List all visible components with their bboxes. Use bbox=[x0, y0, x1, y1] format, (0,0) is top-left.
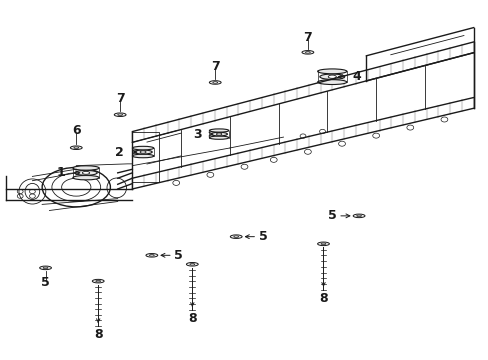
Ellipse shape bbox=[82, 171, 89, 174]
Ellipse shape bbox=[73, 175, 99, 180]
Text: 7: 7 bbox=[210, 60, 219, 73]
Circle shape bbox=[319, 129, 325, 134]
Text: 2: 2 bbox=[115, 145, 124, 158]
Ellipse shape bbox=[352, 214, 364, 218]
Text: 5: 5 bbox=[41, 276, 50, 289]
Ellipse shape bbox=[186, 262, 198, 266]
Ellipse shape bbox=[145, 253, 158, 257]
Bar bbox=[132, 132, 159, 182]
Ellipse shape bbox=[319, 74, 344, 80]
Text: 7: 7 bbox=[303, 31, 312, 44]
Circle shape bbox=[206, 172, 213, 177]
Ellipse shape bbox=[74, 147, 79, 149]
Ellipse shape bbox=[210, 132, 227, 136]
Circle shape bbox=[338, 141, 345, 146]
Ellipse shape bbox=[73, 166, 99, 170]
Circle shape bbox=[406, 125, 413, 130]
Ellipse shape bbox=[189, 264, 194, 265]
Text: 8: 8 bbox=[94, 328, 102, 341]
Text: 3: 3 bbox=[193, 127, 202, 141]
Ellipse shape bbox=[70, 146, 82, 149]
Ellipse shape bbox=[92, 279, 104, 283]
Ellipse shape bbox=[40, 266, 51, 270]
Circle shape bbox=[304, 149, 311, 154]
Ellipse shape bbox=[149, 255, 154, 256]
Ellipse shape bbox=[327, 75, 336, 78]
Ellipse shape bbox=[321, 243, 325, 245]
Text: 6: 6 bbox=[72, 124, 81, 137]
Ellipse shape bbox=[212, 82, 217, 83]
Circle shape bbox=[29, 189, 35, 194]
Ellipse shape bbox=[75, 170, 97, 175]
Ellipse shape bbox=[216, 133, 222, 135]
Ellipse shape bbox=[96, 280, 101, 282]
Circle shape bbox=[372, 133, 379, 138]
Ellipse shape bbox=[132, 146, 154, 150]
Ellipse shape bbox=[305, 51, 310, 53]
Ellipse shape bbox=[132, 154, 154, 158]
Ellipse shape bbox=[302, 50, 313, 54]
Ellipse shape bbox=[118, 114, 122, 116]
Circle shape bbox=[440, 117, 447, 122]
Circle shape bbox=[241, 164, 247, 169]
Circle shape bbox=[300, 134, 305, 138]
Ellipse shape bbox=[230, 235, 242, 238]
Ellipse shape bbox=[209, 136, 228, 139]
Text: 8: 8 bbox=[319, 292, 327, 305]
Circle shape bbox=[270, 157, 277, 162]
Ellipse shape bbox=[209, 81, 221, 84]
Circle shape bbox=[172, 180, 179, 185]
Text: 1: 1 bbox=[56, 166, 65, 179]
Ellipse shape bbox=[134, 150, 152, 154]
Text: 5: 5 bbox=[327, 210, 336, 222]
Ellipse shape bbox=[114, 113, 126, 117]
Ellipse shape bbox=[209, 129, 228, 132]
Text: 4: 4 bbox=[351, 70, 360, 83]
Text: 8: 8 bbox=[187, 312, 196, 325]
Ellipse shape bbox=[317, 80, 346, 85]
Ellipse shape bbox=[140, 151, 146, 153]
Text: 5: 5 bbox=[258, 230, 267, 243]
Circle shape bbox=[29, 194, 35, 198]
Circle shape bbox=[17, 189, 23, 194]
Ellipse shape bbox=[356, 215, 361, 217]
Text: 5: 5 bbox=[174, 249, 183, 262]
Text: 7: 7 bbox=[116, 92, 124, 105]
Ellipse shape bbox=[317, 242, 329, 246]
Ellipse shape bbox=[317, 69, 346, 74]
Circle shape bbox=[17, 194, 23, 198]
Ellipse shape bbox=[233, 236, 238, 238]
Ellipse shape bbox=[43, 267, 48, 269]
